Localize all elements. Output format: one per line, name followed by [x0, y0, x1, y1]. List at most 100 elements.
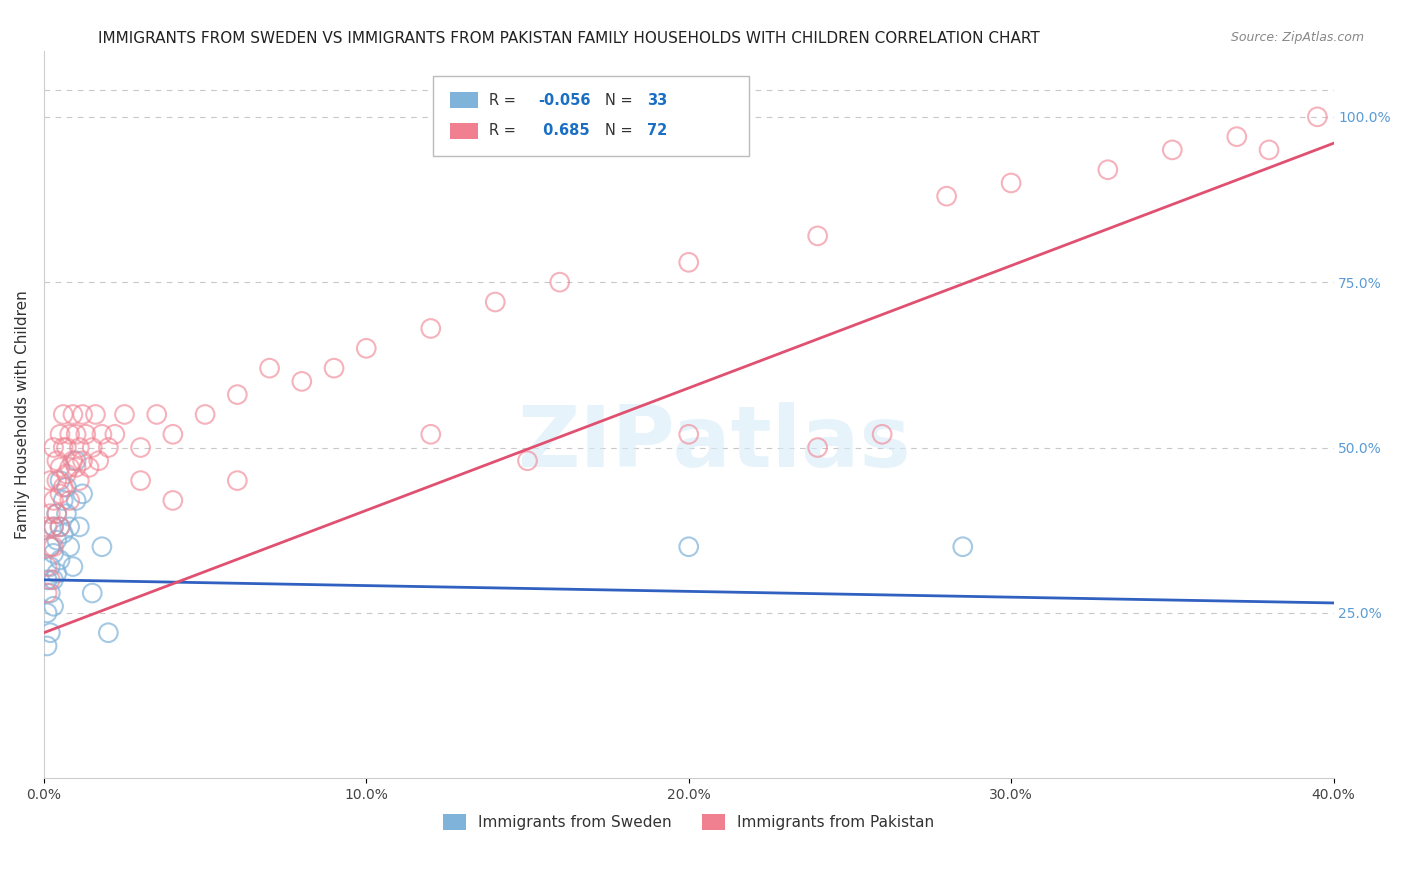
Point [37, 639, 59, 653]
Y-axis label: Family Households with Children: Family Households with Children [15, 290, 30, 539]
Point [45, 474, 67, 488]
Point [42, 573, 65, 587]
Point [72, 454, 94, 468]
Point [55, 480, 77, 494]
Point [59, 493, 82, 508]
Point [45, 507, 67, 521]
Point [62, 408, 84, 422]
Point [129, 474, 152, 488]
Point [82, 586, 104, 600]
Point [39, 573, 62, 587]
Point [97, 625, 120, 640]
Point [72, 487, 94, 501]
Point [39, 474, 62, 488]
Text: R =: R = [489, 123, 520, 138]
Point [37, 573, 59, 587]
Point [52, 526, 75, 541]
Point [114, 408, 136, 422]
Point [162, 427, 184, 442]
Point [807, 228, 830, 243]
Text: 0.685: 0.685 [538, 123, 589, 138]
Point [67, 441, 90, 455]
Point [870, 427, 893, 442]
Point [42, 520, 65, 534]
Point [419, 321, 441, 335]
Point [1226, 129, 1249, 144]
Point [45, 533, 67, 548]
Text: IMMIGRANTS FROM SWEDEN VS IMMIGRANTS FROM PAKISTAN FAMILY HOUSEHOLDS WITH CHILDR: IMMIGRANTS FROM SWEDEN VS IMMIGRANTS FRO… [98, 31, 1040, 46]
Point [52, 493, 75, 508]
Point [82, 441, 104, 455]
Point [59, 520, 82, 534]
Point [291, 375, 314, 389]
Point [39, 540, 62, 554]
Point [129, 441, 152, 455]
Point [1161, 143, 1184, 157]
Point [52, 441, 75, 455]
Text: -0.056: -0.056 [538, 93, 591, 108]
Point [952, 540, 974, 554]
Point [39, 507, 62, 521]
Point [55, 441, 77, 455]
Text: R =: R = [489, 93, 520, 108]
Point [1097, 162, 1119, 177]
Text: Source: ZipAtlas.com: Source: ZipAtlas.com [1230, 31, 1364, 45]
Point [42, 520, 65, 534]
Point [1306, 110, 1329, 124]
Point [42, 441, 65, 455]
Point [42, 546, 65, 560]
Point [49, 487, 72, 501]
Point [65, 493, 87, 508]
Point [65, 460, 87, 475]
Point [52, 408, 75, 422]
Point [59, 540, 82, 554]
Point [62, 559, 84, 574]
Legend: Immigrants from Sweden, Immigrants from Pakistan: Immigrants from Sweden, Immigrants from … [437, 808, 941, 836]
Point [67, 520, 90, 534]
Point [75, 427, 97, 442]
Point [42, 599, 65, 614]
Point [37, 520, 59, 534]
Text: 72: 72 [647, 123, 668, 138]
Text: 33: 33 [647, 93, 668, 108]
Point [356, 341, 378, 355]
Point [484, 295, 506, 310]
Point [97, 441, 120, 455]
Point [45, 454, 67, 468]
Point [419, 427, 441, 442]
Point [1258, 143, 1281, 157]
Point [145, 408, 167, 422]
Point [1000, 176, 1022, 190]
Point [45, 507, 67, 521]
Point [37, 559, 59, 574]
Point [37, 586, 59, 600]
Point [259, 361, 281, 376]
Point [84, 408, 107, 422]
Point [162, 493, 184, 508]
Point [67, 474, 90, 488]
Point [87, 454, 110, 468]
Point [678, 540, 700, 554]
FancyBboxPatch shape [450, 123, 478, 139]
Point [49, 474, 72, 488]
Point [39, 586, 62, 600]
Point [59, 460, 82, 475]
FancyBboxPatch shape [450, 92, 478, 108]
Point [77, 460, 100, 475]
Text: N =: N = [605, 93, 637, 108]
Point [62, 454, 84, 468]
Point [226, 387, 249, 401]
Point [42, 540, 65, 554]
Point [72, 408, 94, 422]
FancyBboxPatch shape [433, 76, 749, 156]
Point [49, 460, 72, 475]
Point [52, 480, 75, 494]
Point [65, 454, 87, 468]
Point [39, 559, 62, 574]
Point [49, 520, 72, 534]
Point [39, 540, 62, 554]
Point [55, 507, 77, 521]
Point [548, 275, 571, 289]
Point [323, 361, 346, 376]
Point [49, 553, 72, 567]
